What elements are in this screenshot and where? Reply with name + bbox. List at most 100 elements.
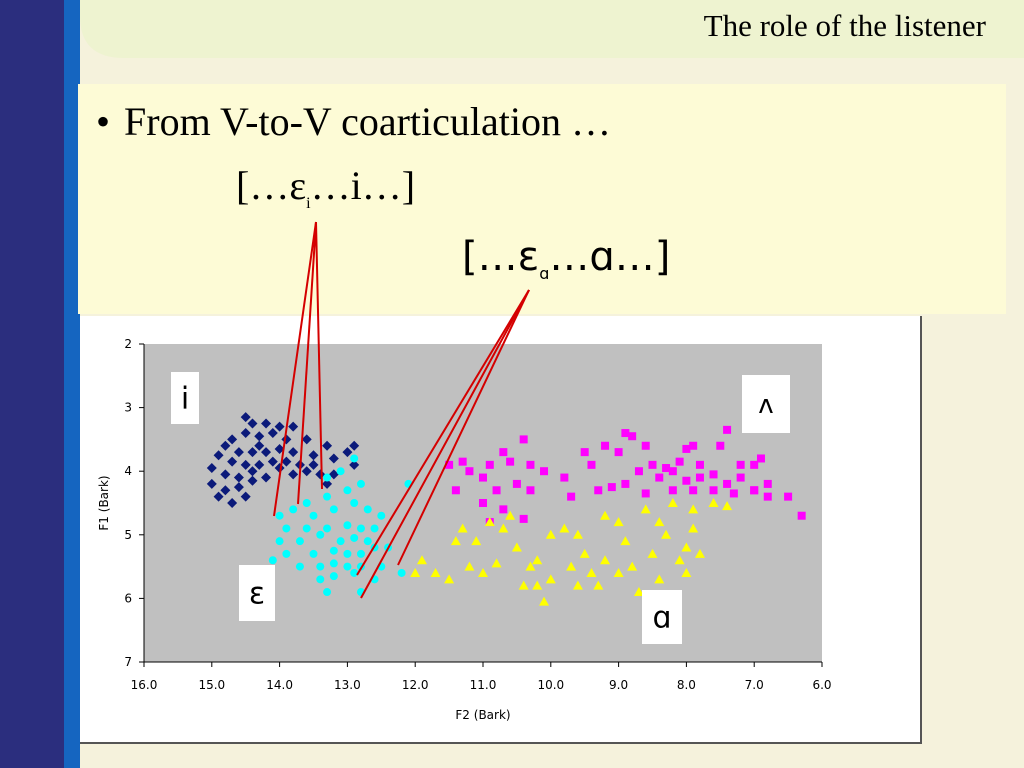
data-point-square (797, 511, 806, 520)
data-point-triangle (532, 555, 543, 565)
data-point-square (641, 489, 650, 498)
y-axis-title: F1 (Bark) (97, 475, 111, 530)
y-tick-label: 7 (124, 655, 132, 669)
vowel-label-wedge: ʌ (758, 390, 773, 420)
data-point-square (662, 464, 671, 473)
data-point-triangle (545, 574, 556, 584)
data-point-circle (377, 511, 386, 520)
data-point-circle (363, 505, 372, 514)
data-point-square (506, 457, 515, 466)
x-tick-label: 16.0 (131, 678, 158, 692)
data-point-diamond (254, 440, 265, 451)
vowel-label-wedge-box (742, 375, 790, 433)
pointer-line-a (356, 289, 530, 576)
data-point-triangle (613, 517, 624, 527)
data-point-triangle (722, 501, 733, 511)
data-point-triangle (681, 542, 692, 552)
data-point-triangle (539, 596, 550, 606)
data-point-diamond (261, 447, 272, 458)
data-point-circle (289, 505, 298, 514)
vowel-label-epsilon-box (239, 565, 275, 621)
ipa-a-sub: ɑ (539, 264, 550, 283)
data-point-circle (336, 537, 345, 546)
data-point-triangle (566, 561, 577, 571)
data-point-diamond (220, 469, 231, 480)
data-point-circle (309, 511, 318, 520)
data-point-circle (275, 511, 284, 520)
data-point-triangle (444, 574, 455, 584)
data-point-square (736, 460, 745, 469)
data-point-triangle (464, 561, 475, 571)
data-point-circle (329, 546, 338, 555)
y-tick-label: 3 (124, 401, 132, 415)
left-accent-stripe (64, 0, 80, 768)
data-point-square (540, 467, 549, 476)
ipa-example-i: […εi…i…] (236, 162, 415, 213)
data-point-diamond (267, 456, 278, 467)
text-box: • From V-to-V coarticulation … […εi…i…] … (78, 84, 1006, 314)
data-point-circle (343, 562, 352, 571)
header-band (80, 0, 1024, 58)
x-tick-label: 8.0 (677, 678, 696, 692)
data-point-square (695, 473, 704, 482)
data-point-triangle (593, 580, 604, 590)
data-point-diamond (247, 447, 258, 458)
data-point-diamond (247, 418, 258, 429)
pointer-line-a (397, 289, 530, 566)
data-point-triangle (525, 561, 536, 571)
data-point-square (675, 457, 684, 466)
data-point-circle (343, 486, 352, 495)
data-point-triangle (627, 561, 638, 571)
ipa-a-post: …ɑ…] (549, 234, 671, 280)
data-point-circle (282, 549, 291, 558)
data-point-diamond (227, 434, 238, 445)
pointer-line-a (360, 289, 530, 599)
y-tick-label: 4 (124, 464, 132, 478)
data-point-circle (356, 479, 365, 488)
data-point-square (519, 435, 528, 444)
data-point-triangle (681, 567, 692, 577)
data-point-diamond (274, 443, 285, 454)
data-point-diamond (206, 478, 217, 489)
data-point-square (628, 432, 637, 441)
ipa-example-a: […εɑ…ɑ…] (462, 234, 670, 283)
data-point-triangle (471, 536, 482, 546)
data-point-square (594, 486, 603, 495)
x-tick-label: 13.0 (334, 678, 361, 692)
data-point-square (709, 486, 718, 495)
data-point-circle (363, 537, 372, 546)
data-point-square (655, 473, 664, 482)
vowel-label-alpha: ɑ (652, 601, 671, 636)
data-point-square (587, 460, 596, 469)
data-point-square (723, 479, 732, 488)
data-point-square (763, 492, 772, 501)
data-point-diamond (233, 447, 244, 458)
data-point-diamond (240, 428, 251, 439)
data-point-circle (329, 505, 338, 514)
data-point-diamond (213, 491, 224, 502)
data-point-diamond (308, 459, 319, 470)
vowel-label-epsilon: ε (249, 577, 265, 612)
data-point-square (689, 441, 698, 450)
data-point-triangle (586, 567, 597, 577)
data-point-square (451, 486, 460, 495)
ipa-a-pre: […ε (462, 234, 540, 280)
data-point-diamond (240, 412, 251, 423)
vowel-label-i: i (181, 382, 189, 417)
data-point-square (465, 467, 474, 476)
data-point-square (695, 460, 704, 469)
data-point-diamond (247, 475, 258, 486)
pointer-line-i (273, 221, 317, 517)
data-point-diamond (288, 421, 299, 432)
data-point-circle (350, 454, 359, 463)
data-point-square (526, 486, 535, 495)
data-point-circle (350, 533, 359, 542)
data-point-triangle (416, 555, 427, 565)
data-point-circle (323, 473, 332, 482)
data-point-diamond (322, 440, 333, 451)
left-accent-bar (0, 0, 64, 768)
data-point-triangle (661, 529, 672, 539)
data-point-diamond (240, 491, 251, 502)
data-point-triangle (688, 523, 699, 533)
data-point-square (499, 505, 508, 514)
